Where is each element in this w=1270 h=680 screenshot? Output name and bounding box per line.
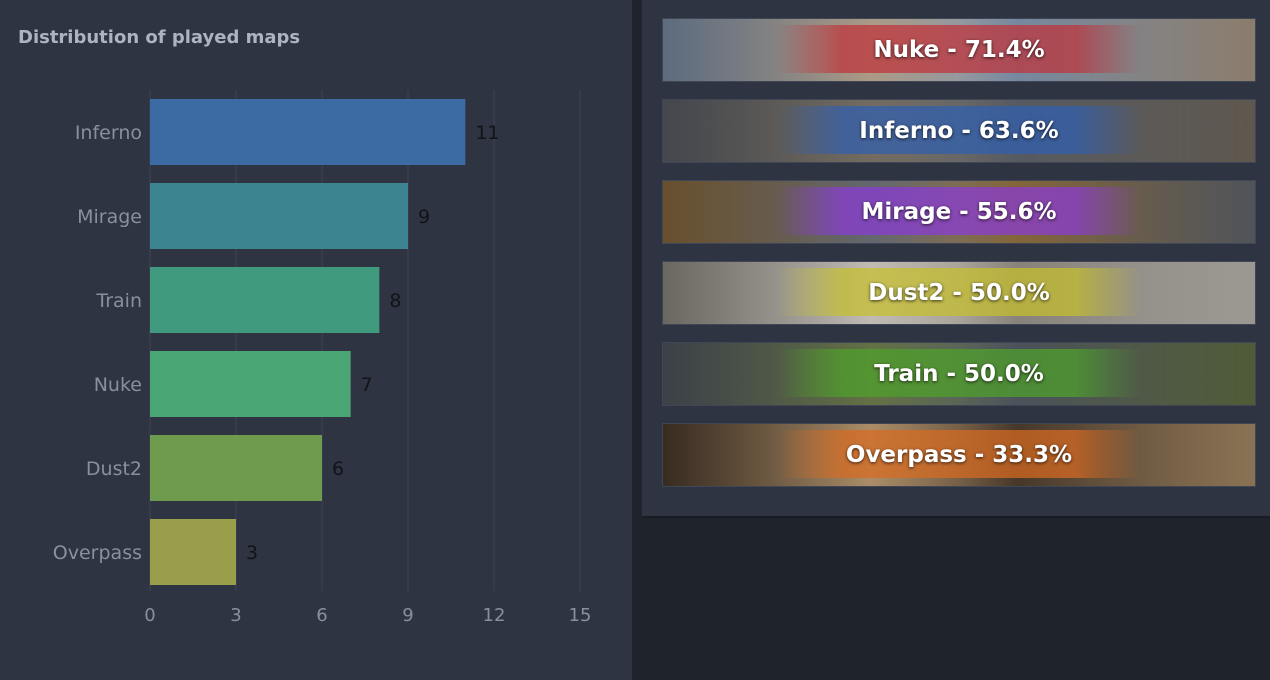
data-label: 6 — [332, 458, 344, 480]
bar — [150, 351, 351, 417]
win-rate-color-band — [777, 106, 1141, 154]
win-rate-banner-inferno: Inferno - 63.6% — [662, 99, 1256, 163]
bar — [150, 99, 466, 165]
bar — [150, 519, 236, 585]
win-rate-color-band — [777, 349, 1141, 397]
y-category-label: Train — [95, 290, 142, 312]
win-rate-color-band — [777, 25, 1141, 73]
y-category-label: Overpass — [53, 542, 142, 564]
win-rate-panel: Nuke - 71.4% Inferno - 63.6% Mirage - 55.6… — [642, 0, 1270, 518]
bar — [150, 183, 408, 249]
data-label: 8 — [389, 290, 401, 312]
win-rate-banner-overpass: Overpass - 33.3% — [662, 423, 1256, 487]
x-tick-label: 6 — [316, 605, 327, 626]
x-tick-label: 9 — [402, 605, 413, 626]
y-category-label: Inferno — [75, 122, 142, 144]
data-label: 11 — [475, 122, 499, 144]
data-label: 7 — [361, 374, 373, 396]
win-rate-label: Dust2 - 50.0% — [868, 280, 1050, 306]
x-tick-label: 15 — [569, 605, 592, 626]
bar-chart: 0 3 6 9 12 15 Inferno 11 Mirage 9 Train 8 Nuke 7 Dust2… — [53, 90, 592, 626]
win-rate-label: Train - 50.0% — [874, 361, 1044, 387]
y-category-label: Nuke — [94, 374, 142, 396]
win-rate-color-band — [777, 268, 1141, 316]
win-rate-label: Nuke - 71.4% — [873, 37, 1045, 63]
panel-divider — [632, 0, 642, 680]
win-rate-color-band — [777, 187, 1141, 235]
win-rate-banner-train: Train - 50.0% — [662, 342, 1256, 406]
y-category-label: Mirage — [77, 206, 142, 228]
x-tick-label: 12 — [483, 605, 506, 626]
win-rate-label: Inferno - 63.6% — [859, 118, 1059, 144]
y-category-label: Dust2 — [86, 458, 142, 480]
data-label: 3 — [246, 542, 258, 564]
x-tick-label: 3 — [230, 605, 241, 626]
win-rate-banner-nuke: Nuke - 71.4% — [662, 18, 1256, 82]
win-rate-label: Mirage - 55.6% — [861, 199, 1057, 225]
x-tick-label: 0 — [144, 605, 155, 626]
data-label: 9 — [418, 206, 430, 228]
bar — [150, 435, 322, 501]
win-rate-banner-mirage: Mirage - 55.6% — [662, 180, 1256, 244]
win-rate-color-band — [777, 430, 1141, 478]
map-distribution-panel: Distribution of played maps 0 3 6 9 12 15 Infe… — [0, 0, 633, 680]
chart-title: Distribution of played maps — [18, 27, 301, 48]
win-rate-banner-dust2: Dust2 - 50.0% — [662, 261, 1256, 325]
bar — [150, 267, 380, 333]
win-rate-label: Overpass - 33.3% — [845, 442, 1073, 468]
